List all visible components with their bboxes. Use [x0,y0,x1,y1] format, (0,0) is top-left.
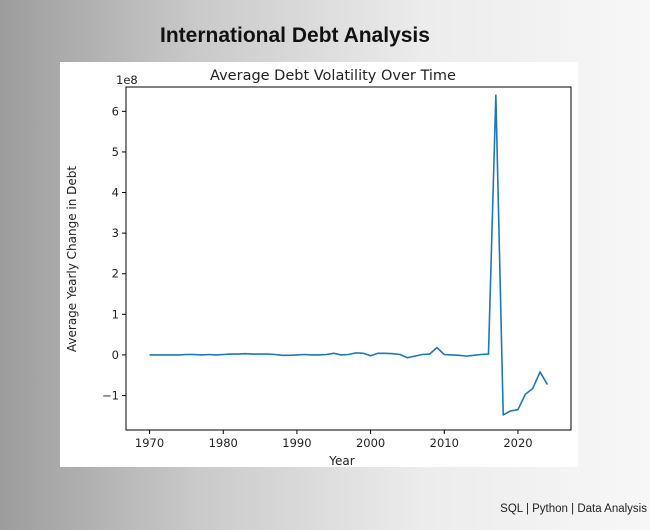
series-line-0 [149,94,549,416]
y-scale-label: 1e8 [116,73,138,87]
footer-caption: SQL | Python | Data Analysis [500,503,647,515]
page-title: International Debt Analysis [160,24,430,47]
y-axis: −1 0 1 2 3 4 5 6 [102,104,126,402]
x-tick-label: 2010 [430,436,459,450]
x-axis: 1970 1980 1990 2000 2010 2020 [135,430,533,450]
x-tick-label: 1980 [209,436,238,450]
plot-line-layer [149,94,549,416]
y-tick-label: 6 [112,104,119,118]
y-tick-label: 3 [112,226,119,240]
chart-title: Average Debt Volatility Over Time [210,68,456,84]
x-tick-label: 1990 [282,436,311,450]
y-tick-label: 0 [112,348,119,362]
x-tick-label: 1970 [135,436,164,450]
chart-card: Average Debt Volatility Over Time 1e8 19… [60,62,578,467]
y-tick-label: 1 [112,307,119,321]
x-tick-label: 2020 [503,436,532,450]
y-tick-label: 5 [112,145,119,159]
y-tick-label: 2 [112,267,119,281]
x-tick-label: 2000 [356,436,385,450]
y-tick-label: −1 [102,388,119,402]
x-axis-label: Year [328,454,354,467]
y-tick-label: 4 [112,186,119,200]
y-axis-label: Average Yearly Change in Debt [65,166,79,353]
line-chart: Average Debt Volatility Over Time 1e8 19… [65,68,572,467]
plot-frame [125,86,572,431]
